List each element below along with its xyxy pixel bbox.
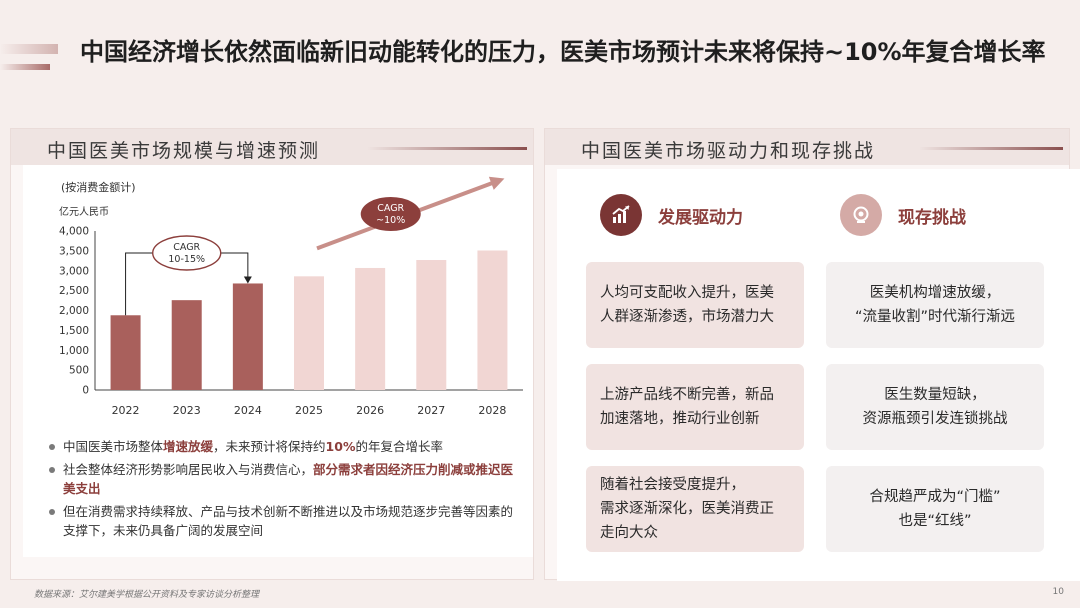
chart-container: (按消费金额计) 亿元人民币 0 500 1,000 1,500 2,000 2,500 3,0… [23,165,533,557]
y-tick-label: 3,500 [59,245,89,257]
x-tick-label: 2027 [417,404,445,417]
card-text: 医美机构增速放缓， “流量收割”时代渐行渐远 [855,281,1015,329]
card-text: 合规趋严成为“门槛” 也是“红线” [869,485,1000,533]
card-line: 合规趋严成为“门槛” [869,489,1001,505]
card-line: 医生数量短缺， [884,387,986,403]
bar [477,250,508,390]
y-tick-label: 2,000 [59,305,89,317]
card-line: 随着社会接受度提升， [600,477,745,493]
bullet-text: 社会整体经济形势影响居民收入与消费信心， [63,462,314,477]
card-line: 走向大众 [600,525,658,541]
data-source: 数据来源：艾尔建美学根据公开资料及专家访谈分析整理 [34,590,260,600]
cagr-label: CAGR [377,203,404,214]
y-axis-unit: 亿元人民币 [59,205,109,218]
card-line: 加速落地，推动行业创新 [600,411,760,427]
decor-bar-top [0,44,58,54]
y-tick-label: 3,000 [59,265,89,277]
card-line: 人均可支配收入提升，医美 [600,285,774,301]
x-tick-label: 2026 [356,404,384,417]
market-size-panel: 中国医美市场规模与增速预测 (按消费金额计) 亿元人民币 0 500 1,000 1,50… [10,128,534,580]
bullet-item: 社会整体经济形势影响居民收入与消费信心，部分需求者因经济压力削减或推迟医美支出 [47,460,517,498]
y-tick-label: 4,000 [59,226,89,238]
card-line: “流量收割”时代渐行渐远 [854,309,1016,325]
card-line: 资源瓶颈引发连锁挑战 [862,411,1008,427]
trend-arrow-head [488,176,505,190]
decor-bar-bottom [0,64,50,70]
bar [416,260,447,390]
card-text: 医生数量短缺， 资源瓶颈引发连锁挑战 [863,383,1008,431]
driver-card: 人均可支配收入提升，医美 人群逐渐渗透，市场潜力大 [586,262,804,348]
challenges-header: 现存挑战 [840,192,966,238]
drivers-header: 发展驱动力 [600,192,743,238]
y-tick-label: 1,500 [59,325,89,337]
page-number: 10 [1052,587,1064,597]
driver-card: 随着社会接受度提升， 需求逐渐深化，医美消费正 走向大众 [586,466,804,552]
bar [294,276,324,390]
bar [232,283,263,390]
panel-header: 中国医美市场规模与增速预测 [11,129,533,165]
summary-bullets: 中国医美市场整体增速放缓，未来预计将保持约10%的年复合增长率社会整体经济形势影… [47,437,517,544]
highlight-text: 10% [325,439,356,454]
chart-subtitle: (按消费金额计) [61,180,136,194]
x-tick-label: 2025 [295,404,323,417]
challenge-card: 医美机构增速放缓， “流量收割”时代渐行渐远 [826,262,1044,348]
bar [110,315,141,390]
x-tick-label: 2023 [173,404,201,417]
bullet-item: 中国医美市场整体增速放缓，未来预计将保持约10%的年复合增长率 [47,437,517,456]
panel-header: 中国医美市场驱动力和现存挑战 [545,129,1069,165]
cagr-ellipse [360,197,421,231]
bar [355,267,386,390]
cagr-value: ~10% [376,215,405,226]
drivers-label: 发展驱动力 [658,207,743,228]
card-line: 也是“红线” [898,513,972,529]
bracket-arrow [243,276,252,284]
bar [171,300,202,390]
highlight-text: 增速放缓 [163,439,214,454]
challenge-icon [840,194,882,236]
card-text: 人均可支配收入提升，医美 人群逐渐渗透，市场潜力大 [600,281,774,329]
challenge-card: 医生数量短缺， 资源瓶颈引发连锁挑战 [826,364,1044,450]
y-tick-label: 2,500 [59,285,89,297]
card-line: 医美机构增速放缓， [869,285,1001,301]
driver-card: 上游产品线不断完善，新品 加速落地，推动行业创新 [586,364,804,450]
bullet-text: 的年复合增长率 [355,439,443,454]
x-tick-label: 2024 [234,404,262,417]
bullet-text: 但在消费需求持续释放、产品与技术创新不断推进以及市场规范逐步完善等因素的支撑下，… [63,504,514,538]
highlight-text: 部分需求者因经济压力削减或推迟医美支出 [63,462,514,496]
bullet-item: 但在消费需求持续释放、产品与技术创新不断推进以及市场规范逐步完善等因素的支撑下，… [47,502,517,540]
panel-title: 中国医美市场规模与增速预测 [47,140,321,162]
bullet-dot [49,444,55,450]
card-line: 上游产品线不断完善，新品 [600,387,774,403]
y-tick-label: 0 [82,385,89,397]
x-tick-label: 2028 [478,404,506,417]
card-text: 上游产品线不断完善，新品 加速落地，推动行业创新 [600,383,774,431]
cagr-label: CAGR [173,242,200,253]
challenge-card: 合规趋严成为“门槛” 也是“红线” [826,466,1044,552]
bullet-dot [49,509,55,515]
cagr-value: 10-15% [168,254,205,265]
header-line [919,147,1063,150]
card-line: 人群逐渐渗透，市场潜力大 [600,309,774,325]
growth-trend-icon [600,194,642,236]
cagr-ellipse [152,235,222,271]
page-title: 中国经济增长依然面临新旧动能转化的压力，医美市场预计未来将保持~10%年复合增长… [80,38,1046,66]
panel-title: 中国医美市场驱动力和现存挑战 [581,140,876,162]
y-tick-label: 1,000 [59,345,89,357]
y-tick-label: 500 [69,365,89,377]
market-size-chart: (按消费金额计) 亿元人民币 0 500 1,000 1,500 2,000 2,500 3,0… [59,176,523,417]
card-text: 随着社会接受度提升， 需求逐渐深化，医美消费正 走向大众 [600,473,774,545]
bullet-dot [49,467,55,473]
bullet-text: 中国医美市场整体 [63,439,164,454]
header-line [367,147,527,150]
x-tick-label: 2022 [112,404,140,417]
card-line: 需求逐渐深化，医美消费正 [600,501,774,517]
challenges-label: 现存挑战 [898,207,966,228]
bullet-text: ，未来预计将保持约 [213,439,326,454]
